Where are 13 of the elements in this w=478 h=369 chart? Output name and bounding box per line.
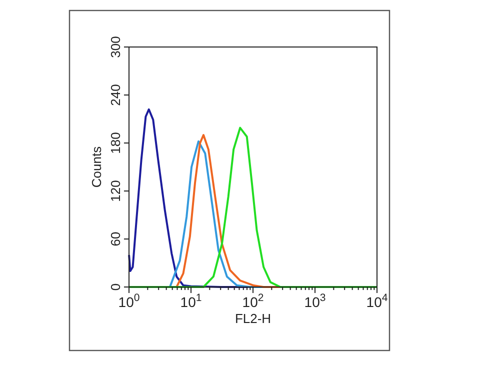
x-tick-label: 10$^{4}$ xyxy=(366,292,388,310)
y-axis-title: Counts xyxy=(89,146,104,188)
y-tick-label: 60 xyxy=(108,232,123,246)
y-tick-label: 180 xyxy=(108,132,123,154)
x-tick-label: 10$^{2}$ xyxy=(242,292,264,310)
y-tick-label: 120 xyxy=(108,180,123,202)
y-tick-label: 240 xyxy=(108,84,123,106)
x-tick-label: 10$^{1}$ xyxy=(180,292,202,310)
x-axis-title: FL2-H xyxy=(234,311,272,326)
x-tick-label: 10$^{0}$ xyxy=(118,292,140,310)
y-tick-label: 0 xyxy=(108,283,123,291)
y-tick-label: 300 xyxy=(108,36,123,58)
x-tick-label: 10$^{3}$ xyxy=(304,292,326,310)
